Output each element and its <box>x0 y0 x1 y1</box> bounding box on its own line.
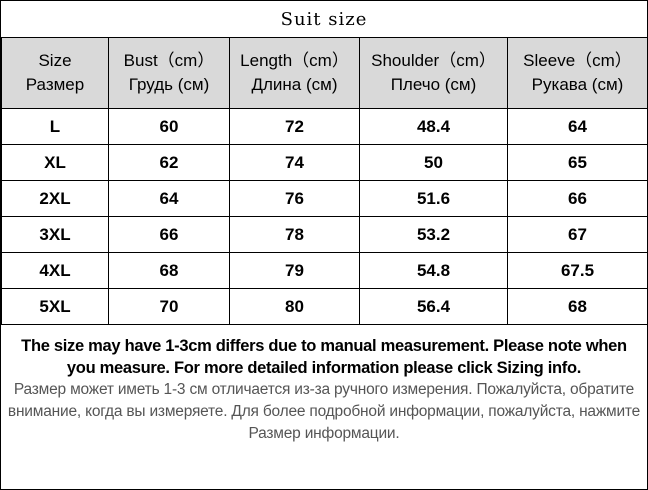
cell-bust: 64 <box>108 180 230 217</box>
cell-bust: 62 <box>108 144 230 181</box>
cell-length: 72 <box>229 108 360 145</box>
table-row: 3XL 66 78 53.2 67 <box>1 216 648 253</box>
header-size-ru: Размер <box>25 75 85 94</box>
cell-shoulder: 48.4 <box>359 108 508 145</box>
cell-bust: 70 <box>108 288 230 325</box>
header-shoulder-ru: Плечо (см) <box>390 75 477 94</box>
cell-sleeve: 64 <box>507 108 648 145</box>
header-bust-ru: Грудь (см) <box>128 75 210 94</box>
cell-sleeve: 66 <box>507 180 648 217</box>
cell-size: 4XL <box>1 252 109 289</box>
header-size-en: Size <box>38 51 72 70</box>
cell-length: 79 <box>229 252 360 289</box>
table-row: XL 62 74 50 65 <box>1 144 648 181</box>
header-bust-en: Bust（cm） <box>123 51 215 70</box>
cell-size: 5XL <box>1 288 109 325</box>
cell-size: 2XL <box>1 180 109 217</box>
cell-shoulder: 54.8 <box>359 252 508 289</box>
header-sleeve-en: Sleeve（cm） <box>523 51 632 70</box>
table-row: L 60 72 48.4 64 <box>1 108 648 145</box>
note-english: The size may have 1-3cm differs due to m… <box>21 337 627 377</box>
chart-title: Suit size <box>280 8 368 30</box>
cell-length: 80 <box>229 288 360 325</box>
cell-shoulder: 56.4 <box>359 288 508 325</box>
header-length-ru: Длина (см) <box>251 75 338 94</box>
cell-bust: 66 <box>108 216 230 253</box>
cell-bust: 68 <box>108 252 230 289</box>
cell-length: 76 <box>229 180 360 217</box>
header-row: Size Размер Bust（cm） Грудь (см) Length（cm）… <box>1 37 648 109</box>
cell-shoulder: 50 <box>359 144 508 181</box>
cell-bust: 60 <box>108 108 230 145</box>
cell-size: L <box>1 108 109 145</box>
cell-sleeve: 67.5 <box>507 252 648 289</box>
table-row: 4XL 68 79 54.8 67.5 <box>1 252 648 289</box>
cell-shoulder: 53.2 <box>359 216 508 253</box>
cell-sleeve: 68 <box>507 288 648 325</box>
cell-sleeve: 67 <box>507 216 648 253</box>
header-length: Length（cm） Длина (см) <box>229 37 360 109</box>
cell-size: XL <box>1 144 109 181</box>
header-sleeve-ru: Рукава (см) <box>531 75 624 94</box>
table-row: 2XL 64 76 51.6 66 <box>1 180 648 217</box>
cell-shoulder: 51.6 <box>359 180 508 217</box>
size-table: Size Размер Bust（cm） Грудь (см) Length（cm）… <box>1 37 648 325</box>
header-length-en: Length（cm） <box>240 51 349 70</box>
header-size: Size Размер <box>1 37 109 109</box>
cell-length: 78 <box>229 216 360 253</box>
cell-length: 74 <box>229 144 360 181</box>
header-shoulder: Shoulder（cm） Плечо (см) <box>359 37 508 109</box>
cell-size: 3XL <box>1 216 109 253</box>
measurement-note: The size may have 1-3cm differs due to m… <box>7 335 641 445</box>
table-row: 5XL 70 80 56.4 68 <box>1 288 648 325</box>
header-bust: Bust（cm） Грудь (см) <box>108 37 230 109</box>
header-shoulder-en: Shoulder（cm） <box>371 51 496 70</box>
header-sleeve: Sleeve（cm） Рукава (см) <box>507 37 648 109</box>
note-russian: Размер может иметь 1-3 см отличается из-… <box>7 381 641 442</box>
cell-sleeve: 65 <box>507 144 648 181</box>
